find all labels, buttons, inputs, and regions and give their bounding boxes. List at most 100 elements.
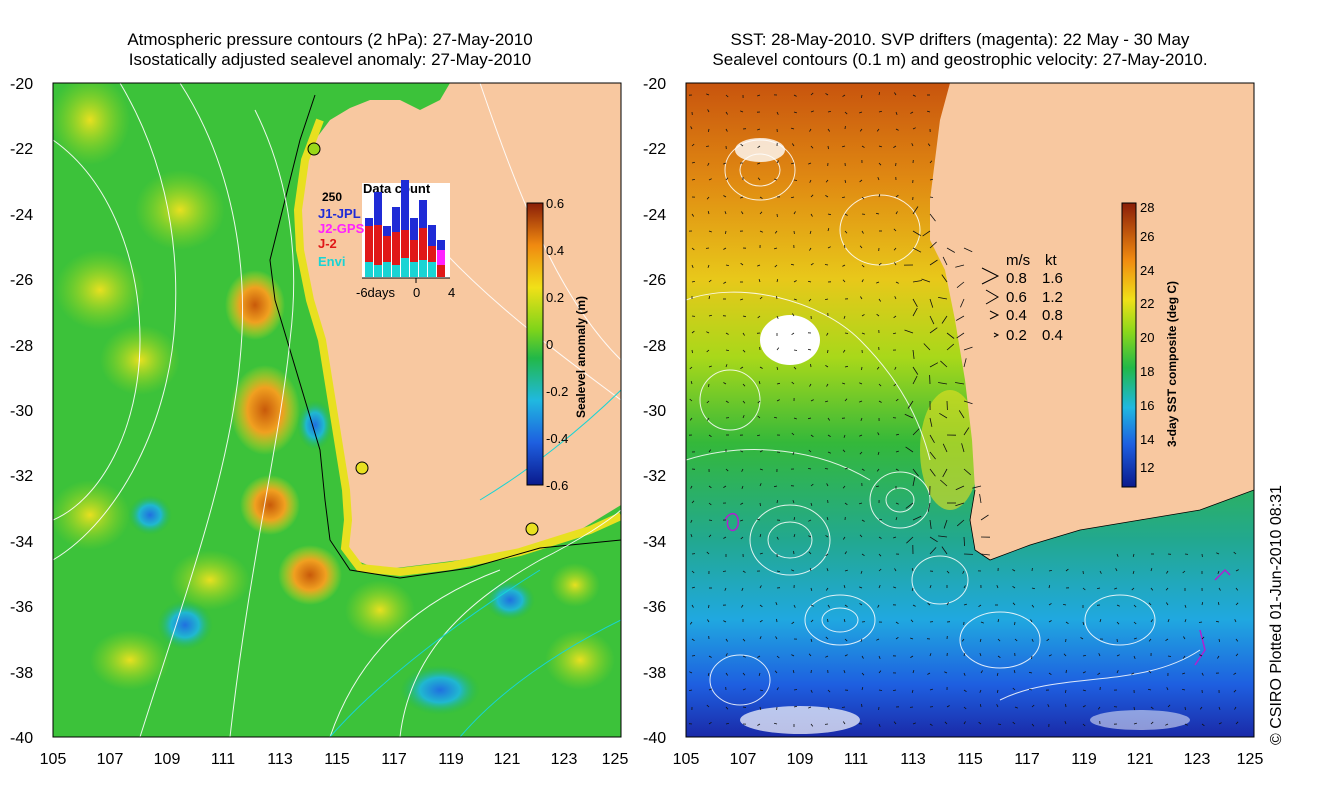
inset-bar bbox=[437, 240, 445, 250]
velocity-arrow bbox=[825, 298, 829, 300]
velocity-arrow bbox=[938, 535, 948, 538]
velocity-arrow bbox=[741, 211, 744, 215]
velocity-arrow bbox=[775, 602, 778, 606]
velocity-arrow bbox=[810, 145, 814, 149]
velocity-arrow bbox=[742, 383, 746, 387]
inset-xlabel-left: -6days bbox=[356, 285, 396, 300]
left-colorbar-tick: -0.4 bbox=[546, 431, 568, 446]
velocity-arrow bbox=[978, 721, 982, 725]
velocity-arrow bbox=[759, 211, 763, 215]
velocity-arrow bbox=[844, 398, 848, 402]
velocity-arrow bbox=[963, 585, 966, 589]
velocity-arrow bbox=[827, 145, 829, 150]
velocity-arrow bbox=[825, 636, 829, 640]
velocity-arrow bbox=[827, 111, 831, 113]
left-y-axis: -20 -22 -24 -26 -28 -30 -32 -34 -36 -38 … bbox=[10, 76, 33, 747]
right-y-tick: -32 bbox=[643, 468, 666, 485]
velocity-arrow bbox=[906, 536, 914, 544]
velocity-arrow bbox=[844, 245, 846, 249]
right-colorbar-tick: 20 bbox=[1140, 330, 1154, 345]
inset-bar bbox=[437, 265, 445, 277]
velocity-arrow bbox=[929, 434, 935, 443]
velocity-arrow bbox=[773, 247, 778, 250]
velocity-arrow bbox=[810, 194, 814, 198]
velocity-arrow bbox=[941, 274, 948, 283]
inset-bar bbox=[437, 250, 445, 265]
velocity-arrow bbox=[997, 723, 1002, 725]
velocity-arrow bbox=[912, 349, 915, 359]
velocity-arrow bbox=[944, 721, 948, 725]
velocity-arrow bbox=[1014, 621, 1016, 626]
velocity-arrow bbox=[844, 111, 848, 115]
velocity-arrow bbox=[929, 362, 939, 368]
velocity-arrow bbox=[1165, 587, 1169, 591]
velocity-arrow bbox=[844, 502, 848, 506]
velocity-arrow bbox=[793, 349, 798, 351]
velocity-arrow bbox=[827, 246, 831, 249]
velocity-arrow bbox=[827, 706, 830, 710]
left-y-tick: -24 bbox=[10, 207, 33, 224]
velocity-arrow bbox=[980, 553, 990, 556]
inset-bar bbox=[392, 232, 400, 265]
inset-bar bbox=[365, 218, 373, 226]
velocity-arrow bbox=[810, 502, 813, 507]
velocity-arrow bbox=[810, 723, 814, 727]
velocity-arrow bbox=[810, 213, 813, 217]
left-colorbar-tick: 0.4 bbox=[546, 243, 564, 258]
velocity-arrow bbox=[1082, 587, 1086, 591]
velocity-arrow bbox=[979, 653, 982, 657]
velocity-arrow bbox=[1031, 723, 1035, 727]
velocity-arrow bbox=[723, 382, 727, 385]
velocity-arrow bbox=[791, 569, 795, 572]
velocity-legend: m/s kt 0.8 1.6 0.6 1.2 0.4 0.8 0.2 0.4 bbox=[981, 252, 1063, 344]
velocity-arrow bbox=[776, 295, 778, 300]
velocity-arrow bbox=[740, 143, 744, 147]
velocity-arrow bbox=[997, 638, 1001, 642]
velocity-arrow bbox=[955, 382, 965, 385]
inset-legend-j2-gps: J2-GPS bbox=[318, 221, 365, 236]
left-y-tick: -22 bbox=[10, 141, 33, 158]
inset-legend-j-2: J-2 bbox=[318, 236, 337, 251]
left-plot-frame bbox=[52, 82, 622, 738]
velocity-legend-ms: 0.8 bbox=[1006, 270, 1027, 287]
velocity-arrow bbox=[773, 416, 778, 419]
velocity-arrow bbox=[929, 178, 934, 181]
left-x-tick: 119 bbox=[438, 751, 464, 768]
velocity-arrow bbox=[1148, 602, 1152, 606]
velocity-arrow bbox=[878, 262, 882, 266]
inset-bar bbox=[419, 200, 427, 228]
left-x-tick: 115 bbox=[324, 751, 350, 768]
left-y-tick: -20 bbox=[10, 76, 33, 93]
velocity-arrow bbox=[757, 162, 761, 165]
velocity-arrow bbox=[791, 263, 795, 266]
velocity-arrow bbox=[1065, 689, 1067, 693]
velocity-arrow bbox=[912, 230, 921, 236]
velocity-arrow bbox=[1216, 620, 1220, 623]
velocity-arrow bbox=[1148, 638, 1152, 642]
right-x-tick: 123 bbox=[1184, 751, 1211, 768]
right-y-tick: -36 bbox=[643, 599, 666, 616]
velocity-arrow bbox=[1216, 552, 1220, 555]
velocity-arrow bbox=[759, 366, 763, 369]
right-y-tick: -34 bbox=[643, 534, 666, 551]
velocity-arrow bbox=[1115, 568, 1118, 572]
velocity-arrow bbox=[1031, 655, 1033, 660]
velocity-arrow bbox=[844, 332, 849, 334]
velocity-arrow bbox=[808, 468, 812, 470]
velocity-arrow bbox=[824, 468, 829, 470]
inset-bar bbox=[383, 262, 391, 277]
velocity-arrow bbox=[691, 179, 695, 181]
velocity-arrow bbox=[825, 195, 829, 198]
right-y-tick: -22 bbox=[643, 141, 666, 158]
velocity-arrow bbox=[793, 366, 797, 370]
velocity-arrow bbox=[979, 494, 982, 504]
velocity-arrow bbox=[824, 264, 829, 266]
velocity-arrow bbox=[963, 689, 967, 693]
velocity-arrow bbox=[741, 587, 744, 591]
velocity-arrow bbox=[756, 518, 761, 521]
velocity-arrow bbox=[1132, 553, 1135, 558]
velocity-arrow bbox=[963, 427, 970, 436]
velocity-arrow bbox=[861, 655, 864, 659]
velocity-arrow bbox=[1235, 602, 1239, 606]
velocity-arrow bbox=[1114, 587, 1118, 590]
